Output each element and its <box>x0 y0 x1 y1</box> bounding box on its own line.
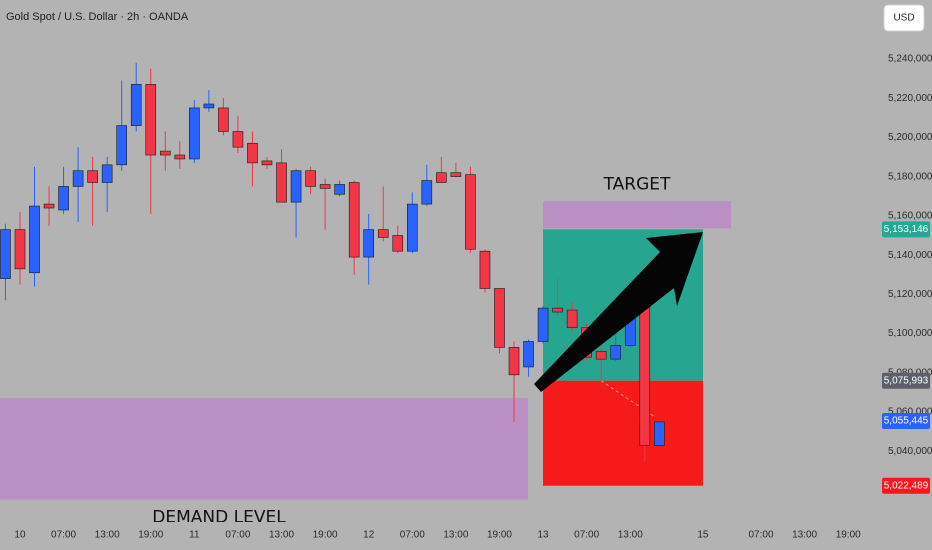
candle-body <box>218 107 229 132</box>
candle-body <box>290 170 302 203</box>
candle-body <box>0 229 11 279</box>
candle-body <box>436 172 447 183</box>
y-tick-label: 5,100,000 <box>888 328 932 339</box>
candle-body <box>145 84 157 156</box>
price-label: 5,153,146 <box>884 224 929 235</box>
candle-body <box>130 84 142 126</box>
candle-body <box>610 345 622 360</box>
target-label: TARGET <box>603 174 671 194</box>
x-tick-label: 19:00 <box>313 530 338 541</box>
price-label: 5,022,489 <box>884 480 929 491</box>
candle-body <box>363 229 375 258</box>
price-label: 5,075,993 <box>884 375 929 386</box>
candle-body <box>116 125 127 166</box>
candle-body <box>43 203 55 209</box>
x-tick-label: 07:00 <box>400 530 425 541</box>
candle-body <box>523 341 534 368</box>
currency-label[interactable]: USD <box>893 13 914 24</box>
x-tick-label: 13:00 <box>792 530 817 541</box>
price-label-box <box>882 477 930 494</box>
price-label: 5,055,445 <box>884 416 929 427</box>
y-tick-label: 5,140,000 <box>888 250 932 261</box>
candle-body <box>450 172 462 177</box>
candle-body <box>406 203 418 252</box>
candle-body <box>29 205 40 274</box>
candle-body <box>174 154 186 160</box>
x-tick-label: 13:00 <box>269 530 294 541</box>
candle-body <box>276 162 287 203</box>
target-zone <box>543 201 731 229</box>
price-label-box <box>882 413 930 430</box>
axes: 5,040,0005,060,0005,080,0005,100,0005,12… <box>14 54 932 541</box>
candle-body <box>58 186 69 211</box>
x-tick-label: 07:00 <box>225 530 250 541</box>
y-tick-label: 5,200,000 <box>888 132 932 143</box>
x-tick-label: 13 <box>538 530 550 541</box>
candle-body <box>421 180 433 205</box>
candle-body <box>232 131 244 148</box>
x-tick-label: 19:00 <box>138 530 163 541</box>
candle-body <box>101 164 113 183</box>
y-tick-label: 5,180,000 <box>888 171 932 182</box>
x-tick-label: 15 <box>697 530 709 541</box>
y-tick-label: 5,120,000 <box>888 289 932 300</box>
candle-body <box>494 288 505 348</box>
plot-area: DEMAND LEVEL TARGET <box>0 62 731 527</box>
y-tick-label: 5,040,000 <box>888 446 932 457</box>
candle-body <box>595 350 607 360</box>
candle-body <box>654 421 665 446</box>
candle-body <box>465 174 476 250</box>
candle-body <box>377 229 389 238</box>
chart-title: Gold Spot / U.S. Dollar · 2h · OANDA <box>6 11 189 23</box>
loss-box <box>543 380 703 486</box>
candle-body <box>189 107 200 160</box>
candle-body <box>392 235 404 252</box>
candle-body <box>319 184 331 189</box>
x-tick-label: 19:00 <box>836 530 861 541</box>
candle-body <box>479 250 491 289</box>
x-tick-label: 10 <box>14 530 26 541</box>
x-tick-label: 12 <box>363 530 375 541</box>
target-arrow <box>534 232 703 392</box>
x-tick-label: 13:00 <box>95 530 120 541</box>
price-label-box <box>882 221 930 238</box>
candle-body <box>508 347 520 376</box>
y-tick-label: 5,220,000 <box>888 93 932 104</box>
y-tick-label: 5,240,000 <box>888 54 932 65</box>
candle-body <box>639 297 651 446</box>
candle-body <box>305 170 316 187</box>
x-tick-label: 11 <box>189 530 200 541</box>
candle-body <box>348 182 360 258</box>
candle-body <box>247 142 258 164</box>
candle-body <box>14 229 26 270</box>
candle-body <box>203 103 215 109</box>
x-tick-label: 19:00 <box>487 530 512 541</box>
currency-button[interactable] <box>883 4 925 32</box>
price-label-box <box>882 372 930 389</box>
y-tick-label: 5,060,000 <box>888 407 932 418</box>
candle-body <box>334 184 345 195</box>
x-tick-label: 07:00 <box>574 530 599 541</box>
candle-body <box>261 160 273 166</box>
candle-body <box>72 170 84 187</box>
candle-body <box>87 170 98 183</box>
x-tick-label: 13:00 <box>443 530 468 541</box>
x-tick-label: 13:00 <box>618 530 643 541</box>
demand-zone <box>0 398 528 500</box>
x-tick-label: 07:00 <box>749 530 774 541</box>
candle-body <box>566 309 578 329</box>
candle-body <box>159 150 171 156</box>
candle-body <box>537 307 549 342</box>
y-tick-label: 5,160,000 <box>888 211 932 222</box>
demand-label: DEMAND LEVEL <box>152 507 286 527</box>
x-tick-label: 07:00 <box>51 530 76 541</box>
candle-body <box>552 307 563 313</box>
